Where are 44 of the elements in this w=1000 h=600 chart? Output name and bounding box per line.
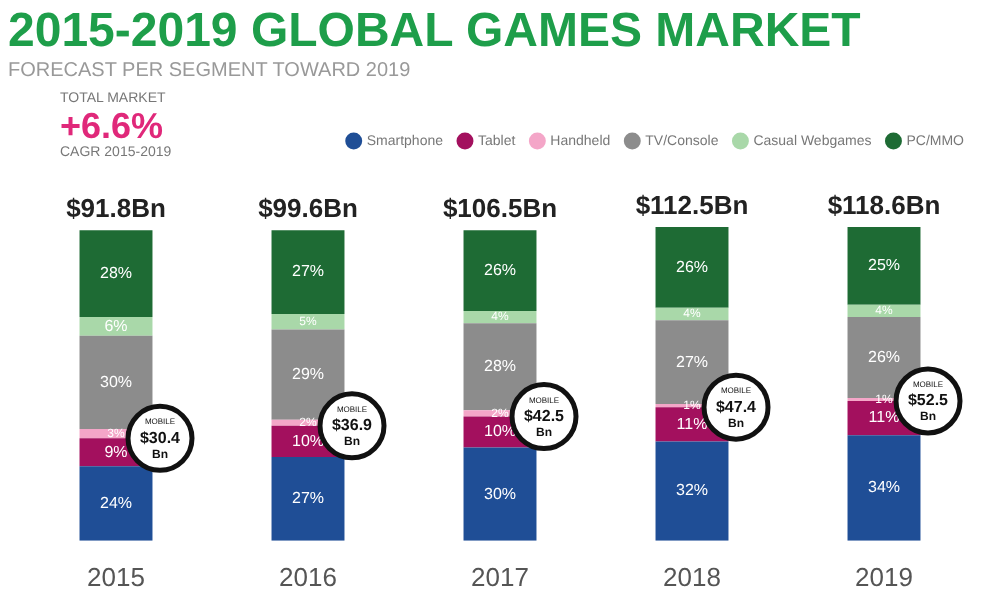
data-label: 10% — [291, 431, 325, 450]
annotation: $112.5Bn — [635, 190, 749, 221]
annotation: $106.5Bn — [442, 193, 558, 224]
data-label: 27% — [291, 262, 325, 281]
data-label: 28% — [99, 264, 133, 283]
annotation: $118.6Bn — [827, 190, 941, 221]
x-tick-label: 2017 — [471, 561, 529, 592]
bar — [79, 230, 153, 318]
bar — [655, 227, 729, 308]
data-label: 26% — [483, 260, 517, 279]
data-label: 11% — [868, 408, 900, 427]
x-tick-label: 2019 — [855, 561, 913, 592]
bar — [271, 314, 345, 330]
data-label: 28% — [483, 357, 517, 376]
x-tick-label: 2016 — [279, 561, 337, 592]
text: +6.6% — [60, 105, 166, 146]
data-label: 26% — [675, 257, 709, 276]
x-tick-label: 2015 — [87, 561, 145, 592]
bar — [463, 447, 537, 541]
data-label: 34% — [867, 478, 901, 497]
data-label: 26% — [867, 347, 901, 366]
data-label: 27% — [291, 489, 325, 508]
annotation: $99.6Bn — [258, 193, 358, 224]
data-label: 30% — [99, 372, 133, 391]
bar — [847, 435, 921, 541]
data-label: 24% — [99, 493, 133, 512]
data-label: 29% — [291, 365, 325, 383]
bar — [655, 441, 729, 541]
bar — [271, 230, 345, 315]
data-label: 32% — [675, 481, 709, 500]
annotation: $91.8Bn — [66, 193, 166, 224]
data-label: 25% — [867, 256, 901, 275]
data-label: 6% — [104, 316, 128, 335]
chart-title: 2015-2019 GLOBAL GAMES MARKET — [8, 4, 861, 60]
x-tick-label: 2018 — [663, 561, 721, 592]
bar — [271, 456, 345, 541]
data-label: 30% — [483, 484, 517, 503]
bar — [847, 227, 921, 305]
bar — [463, 230, 537, 311]
data-label: 11% — [676, 414, 708, 433]
data-label: 27% — [675, 352, 709, 371]
data-label: 9% — [104, 442, 128, 461]
chart-subtitle: FORECAST PER SEGMENT TOWARD 2019 — [8, 60, 411, 82]
bar — [79, 466, 153, 541]
